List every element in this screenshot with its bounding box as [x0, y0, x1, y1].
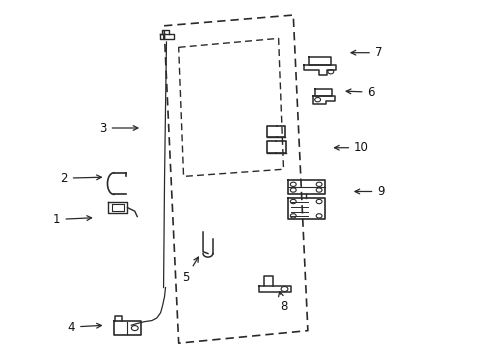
- Text: 8: 8: [278, 292, 286, 313]
- Text: 3: 3: [99, 122, 138, 135]
- Text: 6: 6: [346, 86, 374, 99]
- Text: 7: 7: [350, 46, 382, 59]
- Text: 10: 10: [334, 141, 368, 154]
- Text: 1: 1: [53, 213, 91, 226]
- Text: 5: 5: [182, 257, 198, 284]
- Text: 9: 9: [354, 185, 384, 198]
- Text: 4: 4: [67, 320, 101, 333]
- Text: 2: 2: [60, 172, 101, 185]
